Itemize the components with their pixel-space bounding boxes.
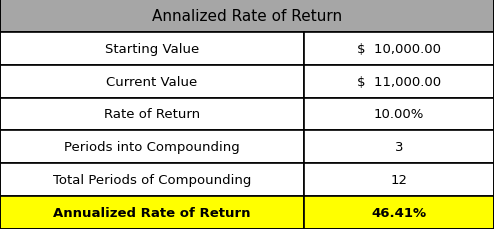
Text: 46.41%: 46.41% (371, 206, 426, 219)
Text: 3: 3 (395, 141, 403, 154)
Text: Rate of Return: Rate of Return (104, 108, 200, 121)
Text: Annualized Rate of Return: Annualized Rate of Return (53, 206, 250, 219)
Text: 10.00%: 10.00% (374, 108, 424, 121)
Text: $  11,000.00: $ 11,000.00 (357, 75, 441, 88)
Bar (304, 65, 494, 98)
Bar (0, 65, 304, 98)
Text: Starting Value: Starting Value (105, 43, 199, 56)
Text: Current Value: Current Value (106, 75, 198, 88)
Bar (0, 131, 304, 164)
Bar (304, 98, 494, 131)
Text: Annalized Rate of Return: Annalized Rate of Return (152, 9, 342, 24)
Bar (0, 33, 304, 65)
Bar (0, 164, 304, 196)
Bar (304, 196, 494, 229)
Bar (0, 196, 304, 229)
Text: $  10,000.00: $ 10,000.00 (357, 43, 441, 56)
Bar (0, 0, 494, 33)
Text: Total Periods of Compounding: Total Periods of Compounding (53, 173, 251, 186)
Bar (304, 164, 494, 196)
Text: 12: 12 (390, 173, 408, 186)
Bar (304, 33, 494, 65)
Text: Periods into Compounding: Periods into Compounding (64, 141, 240, 154)
Bar (0, 98, 304, 131)
Bar (304, 131, 494, 164)
